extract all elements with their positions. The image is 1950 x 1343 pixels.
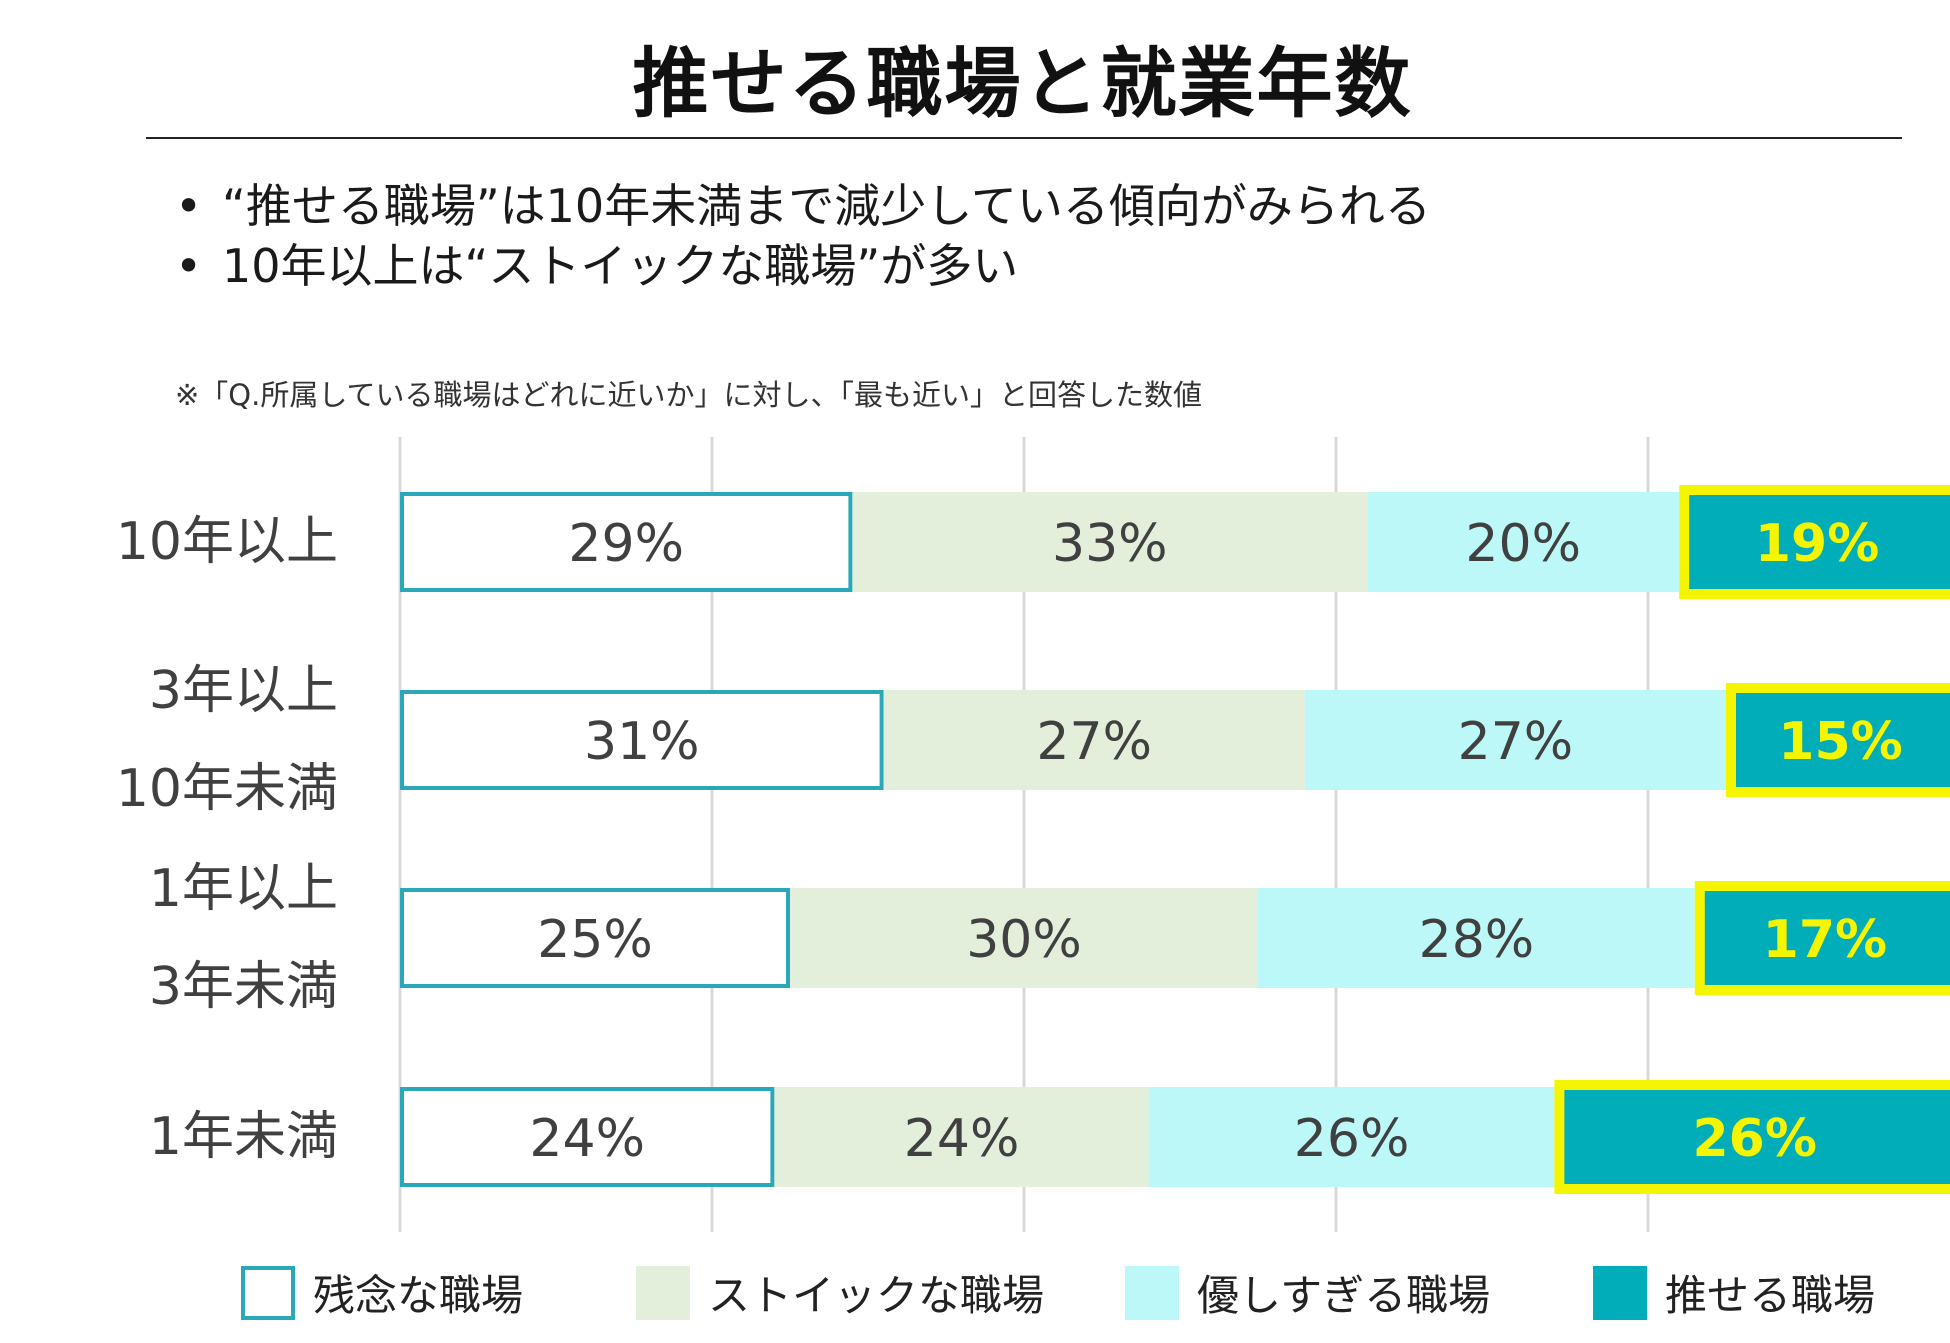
legend-item-disappointing: 残念な職場 <box>241 1262 523 1323</box>
bar-segment-recommend <box>1726 683 1950 797</box>
chart-legend: 残念な職場 ストイックな職場 優しすぎる職場 推せる職場 <box>0 1262 1950 1342</box>
legend-item-gentle: 優しすぎる職場 <box>1125 1262 1490 1323</box>
bar-segment-gentle <box>1148 1087 1555 1187</box>
legend-label: ストイックな職場 <box>708 1271 1045 1320</box>
legend-item-recommend: 推せる職場 <box>1593 1262 1875 1323</box>
bar-segment-disappointing <box>400 1087 775 1187</box>
data-label: 30% <box>966 910 1082 970</box>
bar-segment-gentle <box>1304 690 1726 790</box>
legend-swatch-disappointing <box>241 1265 295 1320</box>
bullet-item: “推せる職場”は10年未満まで減少している傾向がみられる <box>175 176 1431 236</box>
legend-swatch-stoic <box>636 1265 690 1320</box>
data-label: 27% <box>1458 712 1574 772</box>
legend-swatch-recommend <box>1593 1265 1647 1320</box>
bar-segment-stoic <box>883 690 1305 790</box>
bar-segment-recommend <box>1694 881 1950 995</box>
legend-label: 残念な職場 <box>313 1271 524 1320</box>
stacked-bar-chart: 10年以上 29% 33% 20% 19% 3年以上 10年未満 31% 27% 27% 15% 1年… <box>116 437 1950 1232</box>
bar-segment-stoic <box>774 1087 1149 1187</box>
legend-swatch-gentle <box>1125 1265 1179 1320</box>
survey-note: ※「Q.所属している職場はどれに近いか」に対し、「最も近い」と回答した数値 <box>175 378 1202 412</box>
data-label: 15% <box>1778 712 1902 772</box>
bar-segment-stoic <box>852 492 1368 592</box>
category-label: 3年以上 <box>149 661 338 721</box>
legend-label: 推せる職場 <box>1665 1271 1876 1320</box>
data-label: 29% <box>568 514 684 574</box>
category-label: 10年以上 <box>116 512 338 572</box>
page-title: 推せる職場と就業年数 <box>632 39 1413 128</box>
summary-bullets: “推せる職場”は10年未満まで減少している傾向がみられる 10年以上は“ストイッ… <box>175 176 1431 296</box>
bar-segment-gentle <box>1258 888 1695 988</box>
data-label: 33% <box>1052 514 1168 574</box>
bullet-item: 10年以上は“ストイックな職場”が多い <box>175 236 1431 296</box>
bar-segment-recommend <box>1679 485 1950 599</box>
data-label: 20% <box>1465 514 1581 574</box>
category-label: 1年未満 <box>149 1107 338 1167</box>
data-label: 27% <box>1036 712 1152 772</box>
bar-segment-gentle <box>1367 492 1680 592</box>
category-label: 10年未満 <box>116 759 338 819</box>
data-label: 19% <box>1755 514 1879 574</box>
category-label: 3年未満 <box>149 957 338 1017</box>
bar-segment-disappointing <box>400 690 884 790</box>
data-label: 24% <box>904 1109 1020 1169</box>
data-label: 25% <box>537 910 653 970</box>
legend-label: 優しすぎる職場 <box>1197 1271 1491 1320</box>
category-label: 1年以上 <box>149 859 338 919</box>
bar-segment-disappointing <box>400 888 790 988</box>
bar-segment-stoic <box>790 888 1258 988</box>
data-label: 28% <box>1419 910 1535 970</box>
bar-segment-disappointing <box>400 492 853 592</box>
title-divider <box>146 137 1902 139</box>
data-label: 26% <box>1294 1109 1410 1169</box>
data-label: 17% <box>1763 910 1887 970</box>
bar-segment-recommend <box>1554 1080 1950 1194</box>
data-label: 31% <box>584 712 700 772</box>
data-label: 24% <box>529 1109 645 1169</box>
legend-item-stoic: ストイックな職場 <box>636 1262 1044 1323</box>
data-label: 26% <box>1692 1109 1816 1169</box>
